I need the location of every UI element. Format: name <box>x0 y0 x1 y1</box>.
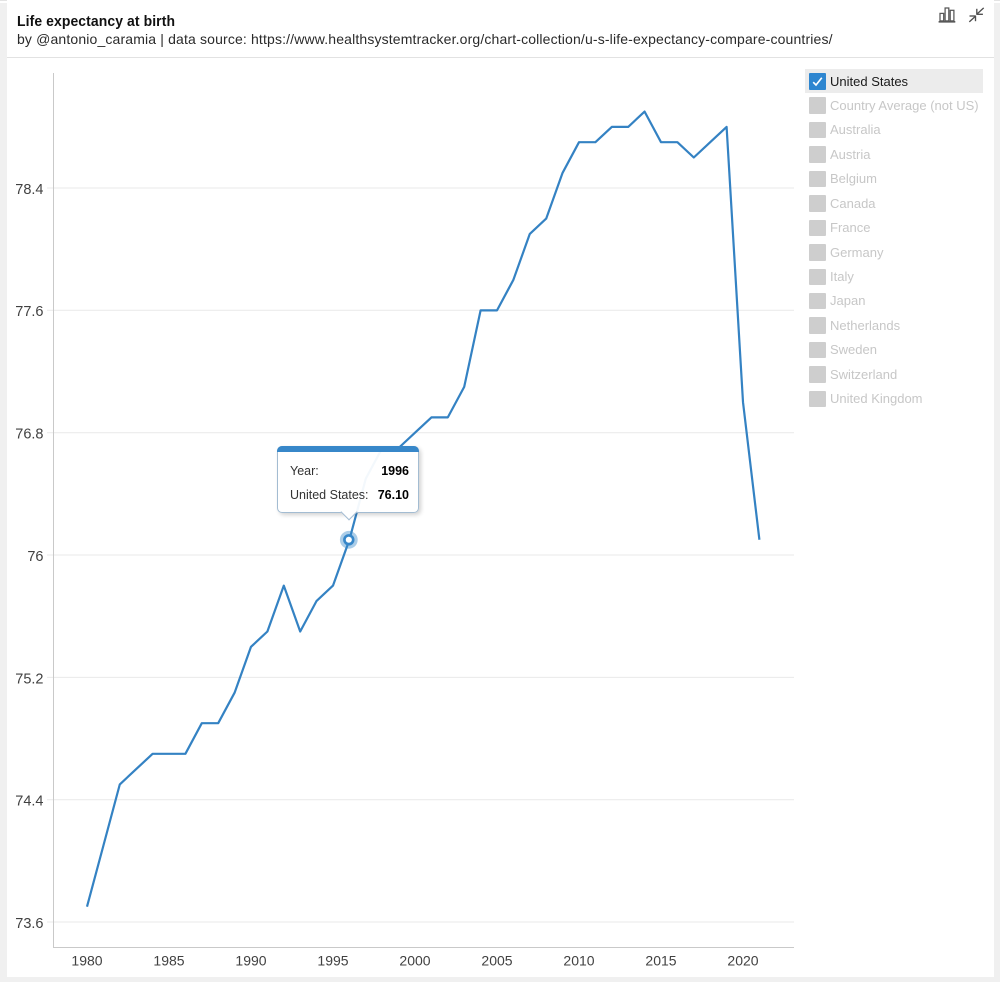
svg-text:2015: 2015 <box>645 953 676 969</box>
svg-text:1980: 1980 <box>71 953 102 969</box>
svg-text:1985: 1985 <box>153 953 184 969</box>
svg-text:76.8: 76.8 <box>15 427 43 443</box>
svg-text:2020: 2020 <box>727 953 758 969</box>
svg-text:76: 76 <box>27 549 43 565</box>
svg-text:1990: 1990 <box>235 953 266 969</box>
svg-text:2005: 2005 <box>481 953 512 969</box>
svg-text:78.4: 78.4 <box>15 182 43 198</box>
svg-text:2010: 2010 <box>563 953 594 969</box>
svg-text:75.2: 75.2 <box>15 671 43 687</box>
svg-text:77.6: 77.6 <box>15 304 43 320</box>
svg-text:2000: 2000 <box>399 953 430 969</box>
svg-text:1995: 1995 <box>317 953 348 969</box>
svg-text:74.4: 74.4 <box>15 794 43 810</box>
svg-text:73.6: 73.6 <box>15 916 43 932</box>
